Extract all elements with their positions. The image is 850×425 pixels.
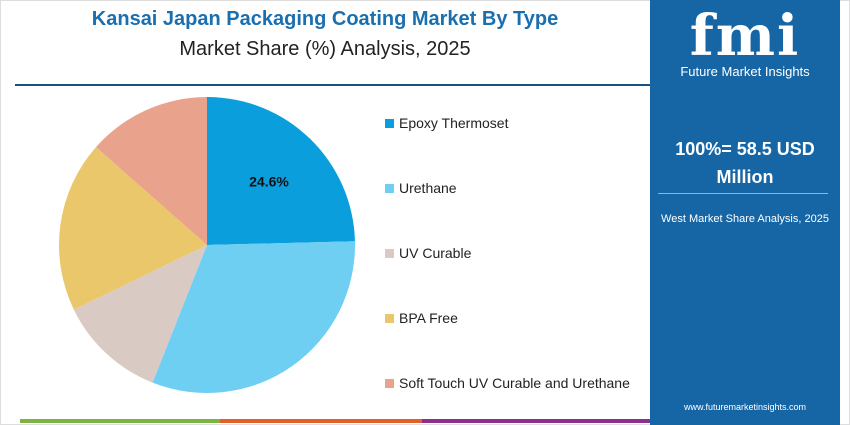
legend-swatch (385, 378, 394, 388)
website-link[interactable]: www.futuremarketinsights.com (683, 402, 807, 412)
data-label: 24.6% (249, 173, 289, 189)
legend-item: BPA Free (385, 310, 458, 326)
legend-swatch (385, 118, 394, 128)
title-divider (15, 84, 650, 86)
bottom-bar-orange (220, 419, 422, 423)
region-label: West Market Share Analysis, 2025 (661, 213, 829, 225)
legend-item: Urethane (385, 180, 457, 196)
chart-subtitle: Market Share (%) Analysis, 2025 (179, 38, 471, 60)
legend-item: UV Curable (385, 245, 471, 261)
panel-divider (658, 193, 828, 194)
fmi-logo: fmi Future Market Insights (650, 8, 840, 79)
logo-mark: fmi (689, 3, 801, 69)
pie-chart: 24.6% (58, 96, 355, 394)
pie-slice-urethane (152, 241, 355, 394)
legend-label: UV Curable (399, 245, 472, 261)
pie-slice-uv-curable (73, 245, 207, 383)
info-panel: fmi Future Market Insights 100%= 58.5 US… (650, 0, 840, 425)
bottom-bar-green (20, 419, 220, 423)
legend-swatch (385, 248, 394, 258)
legend-swatch (385, 183, 394, 193)
legend-label: BPA Free (399, 310, 458, 326)
market-total: 100%= 58.5 USD Million (675, 139, 815, 187)
legend-label: Epoxy Thermoset (399, 115, 509, 131)
logo-subtitle: Future Market Insights (680, 64, 810, 79)
legend-item: Soft Touch UV Curable and Urethane (385, 375, 630, 391)
bottom-bar-purple (422, 419, 650, 423)
pie-slice-bpa-free (58, 147, 207, 310)
legend-label: Urethane (399, 180, 457, 196)
legend-swatch (385, 313, 394, 323)
legend-label: Soft Touch UV Curable and Urethane (399, 375, 630, 391)
pie-slice-epoxy-thermoset (207, 97, 355, 245)
legend-item: Epoxy Thermoset (385, 115, 508, 131)
pie-slice-soft-touch-uv-curable-and-urethane (95, 96, 207, 245)
chart-title: Kansai Japan Packaging Coating Market By… (91, 8, 559, 30)
